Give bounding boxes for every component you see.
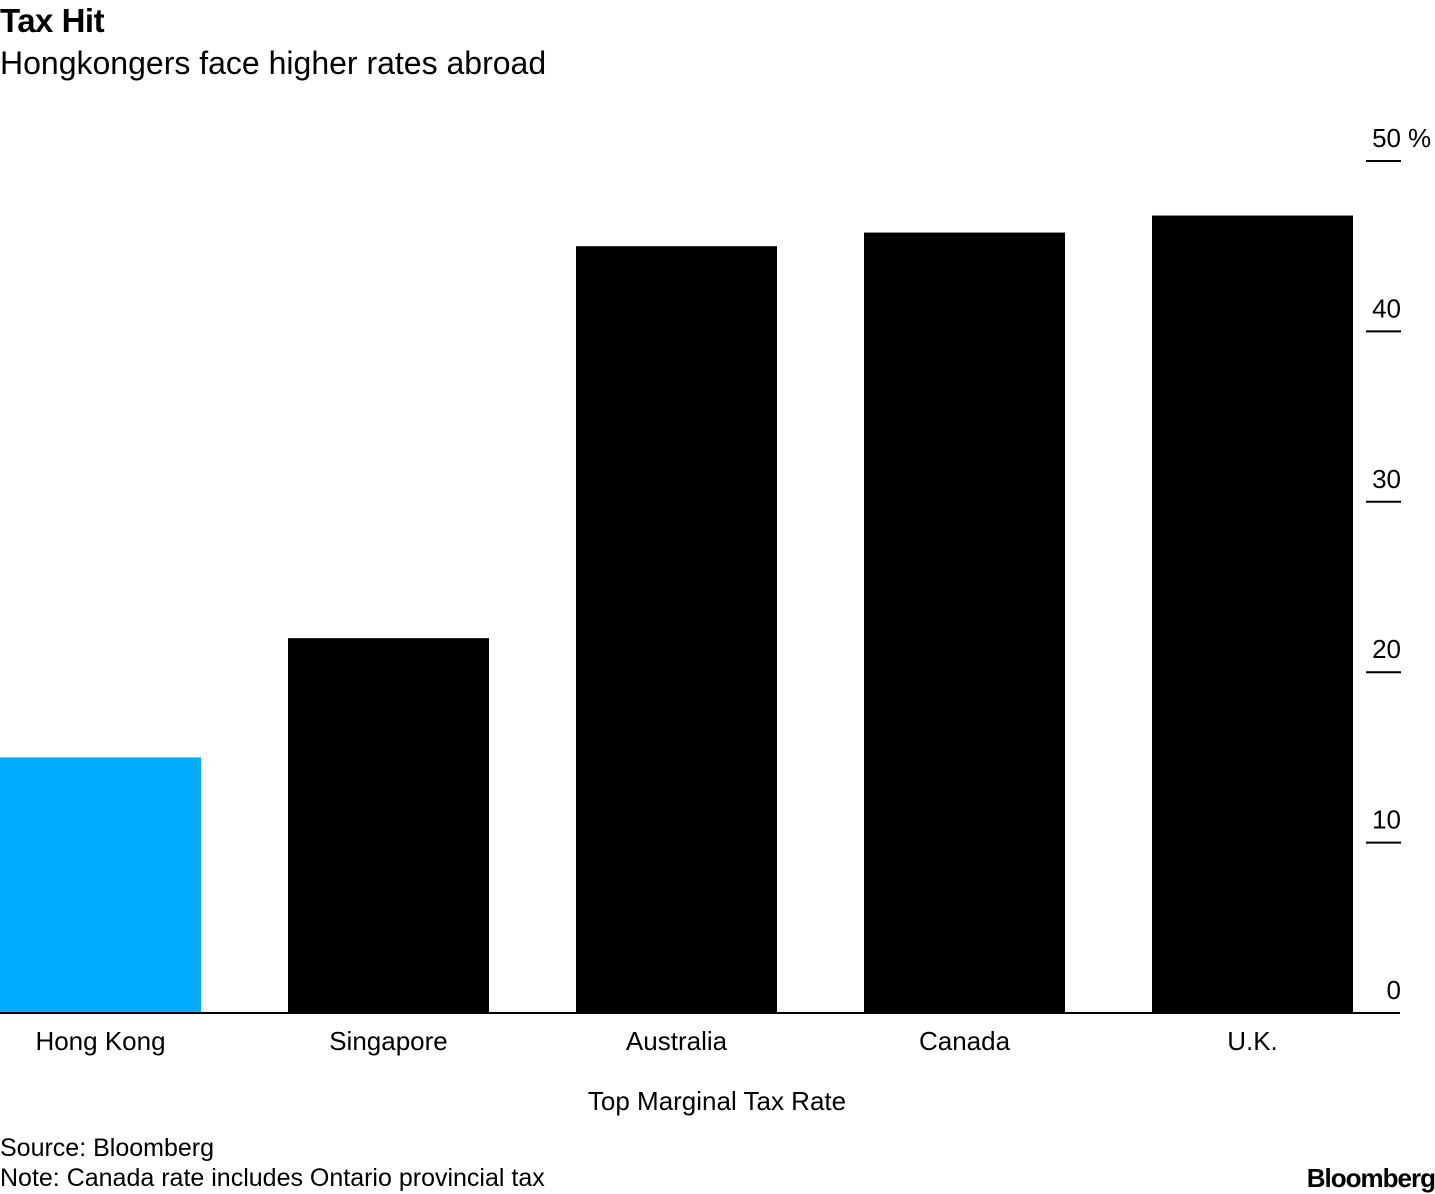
y-tick-label-30: 30 bbox=[1372, 464, 1401, 494]
y-unit-label: % bbox=[1408, 123, 1431, 153]
chart-title: Tax Hit bbox=[0, 2, 105, 39]
category-label-australia: Australia bbox=[626, 1026, 728, 1056]
source-note: Source: Bloomberg bbox=[0, 1134, 215, 1162]
bloomberg-logo: Bloomberg bbox=[1306, 1163, 1435, 1193]
x-axis-label: Top Marginal Tax Rate bbox=[588, 1086, 846, 1116]
bar-hong-kong bbox=[0, 757, 201, 1013]
y-tick-label-10: 10 bbox=[1372, 805, 1401, 835]
bar-chart: 0 10 20 30 40 50 % Hong Kong Singapore Australia C… bbox=[0, 123, 1431, 1116]
bar-australia bbox=[576, 246, 777, 1013]
bar-canada bbox=[864, 232, 1065, 1013]
footnote: Note: Canada rate includes Ontario provi… bbox=[0, 1164, 545, 1192]
bar-u-k bbox=[1152, 215, 1353, 1013]
category-label-hong-kong: Hong Kong bbox=[35, 1026, 165, 1056]
bar-singapore bbox=[288, 638, 489, 1013]
y-tick-label-40: 40 bbox=[1372, 293, 1401, 323]
y-tick-label-20: 20 bbox=[1372, 634, 1401, 664]
category-label-singapore: Singapore bbox=[329, 1026, 448, 1056]
y-tick-label-50: 50 bbox=[1372, 123, 1401, 153]
category-label-u-k: U.K. bbox=[1227, 1026, 1278, 1056]
category-label-canada: Canada bbox=[919, 1026, 1011, 1056]
y-tick-label-0: 0 bbox=[1387, 975, 1401, 1005]
chart-subtitle: Hongkongers face higher rates abroad bbox=[0, 45, 547, 81]
